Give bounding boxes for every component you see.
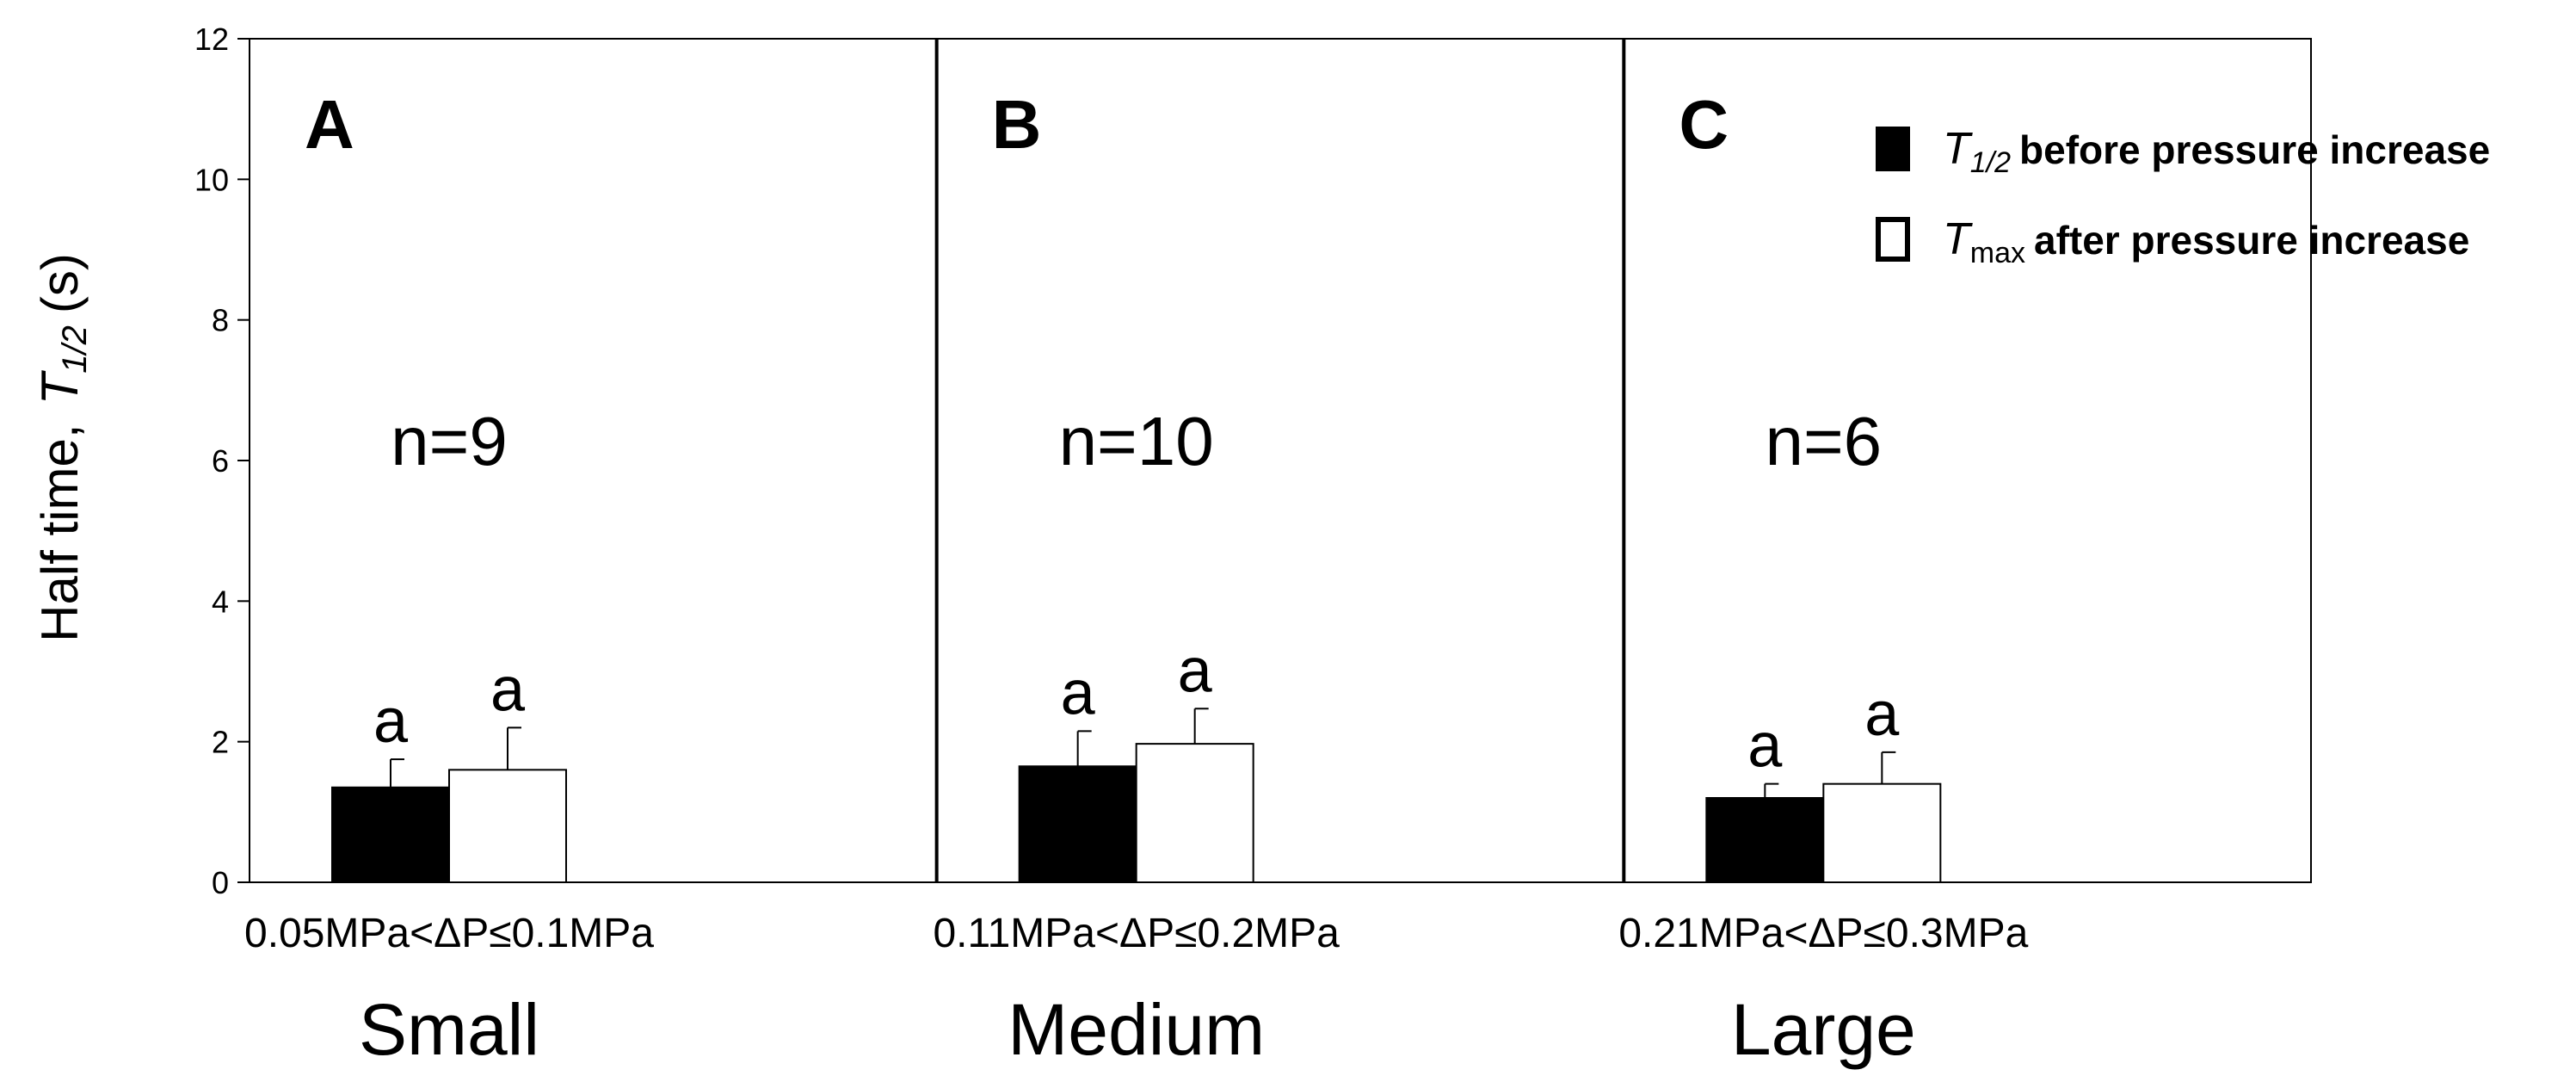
sample-size-label: n=6 [1765,403,1882,479]
y-tick-label: 10 [194,162,229,197]
significance-label: a [373,687,409,756]
significance-label: a [1864,680,1900,749]
pressure-range-label: 0.05MPa<ΔP≤0.1MPa [244,911,654,956]
y-axis-label-subscript: 1/2 [56,325,94,374]
y-tick-label: 6 [212,443,229,479]
significance-label: a [1061,658,1096,727]
bar [448,769,567,883]
panel-letter: C [1679,86,1729,163]
bar [1018,765,1137,883]
plot-frame [249,38,2312,883]
sample-size-label: n=9 [391,403,508,479]
y-axis-label-unit: (s) [31,253,89,313]
y-axis-label-symbol: T [31,369,89,405]
sample-size-label: n=10 [1059,403,1214,479]
plot-border [249,38,2312,883]
pressure-range-label: 0.11MPa<ΔP≤0.2MPa [933,911,1340,956]
legend: T1/2 before pressure increase Tmax after pr… [1876,124,2490,269]
significance-label: a [1747,712,1783,781]
y-tick-label: 4 [212,584,229,619]
bars: a a a a a a [331,636,1942,884]
bar [1135,743,1254,883]
y-tick-label: 8 [212,303,229,338]
group-labels: An=9 0.05MPa<ΔP≤0.1MPa Small Bn=10 0.11MPa<Δ… [244,86,2029,1070]
category-label: Medium [1008,989,1265,1070]
legend-entry: T1/2 before pressure increase [1943,124,2490,179]
bar [331,786,450,883]
significance-label: a [490,655,526,724]
panel-letter: B [992,86,1042,163]
y-tick-label: 0 [212,865,229,900]
bar [1705,797,1825,883]
pressure-range-label: 0.21MPa<ΔP≤0.3MPa [1618,911,2028,956]
y-axis-label: Half time, T1/2 (s) [31,253,94,642]
bar [1822,782,1942,884]
y-axis-ticks: 0 2 4 6 8 10 12 [194,22,250,900]
legend-swatch [1876,217,1910,262]
category-label: Large [1731,989,1916,1070]
y-axis-label-prefix: Half time, [31,424,89,641]
y-tick-label: 2 [212,725,229,760]
category-label: Small [359,989,539,1070]
significance-label: a [1178,636,1213,705]
legend-swatch [1876,127,1910,171]
panel-letter: A [305,86,354,163]
legend-entry: Tmax after pressure increase [1943,214,2469,269]
y-tick-label: 12 [194,22,229,57]
